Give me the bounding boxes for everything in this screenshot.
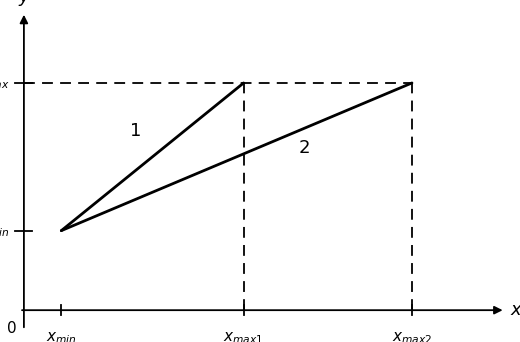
Text: $x_{max2}$: $x_{max2}$ — [392, 330, 432, 342]
Text: 0: 0 — [7, 321, 17, 336]
Text: y: y — [19, 0, 29, 6]
Text: $y_{max}$: $y_{max}$ — [0, 75, 10, 91]
Text: 1: 1 — [131, 122, 142, 140]
Text: $x_{min}$: $x_{min}$ — [46, 330, 77, 342]
Text: $y_{min}$: $y_{min}$ — [0, 223, 10, 239]
Text: $x_{max1}$: $x_{max1}$ — [224, 330, 264, 342]
Text: 2: 2 — [298, 139, 310, 157]
Text: x: x — [510, 301, 520, 319]
